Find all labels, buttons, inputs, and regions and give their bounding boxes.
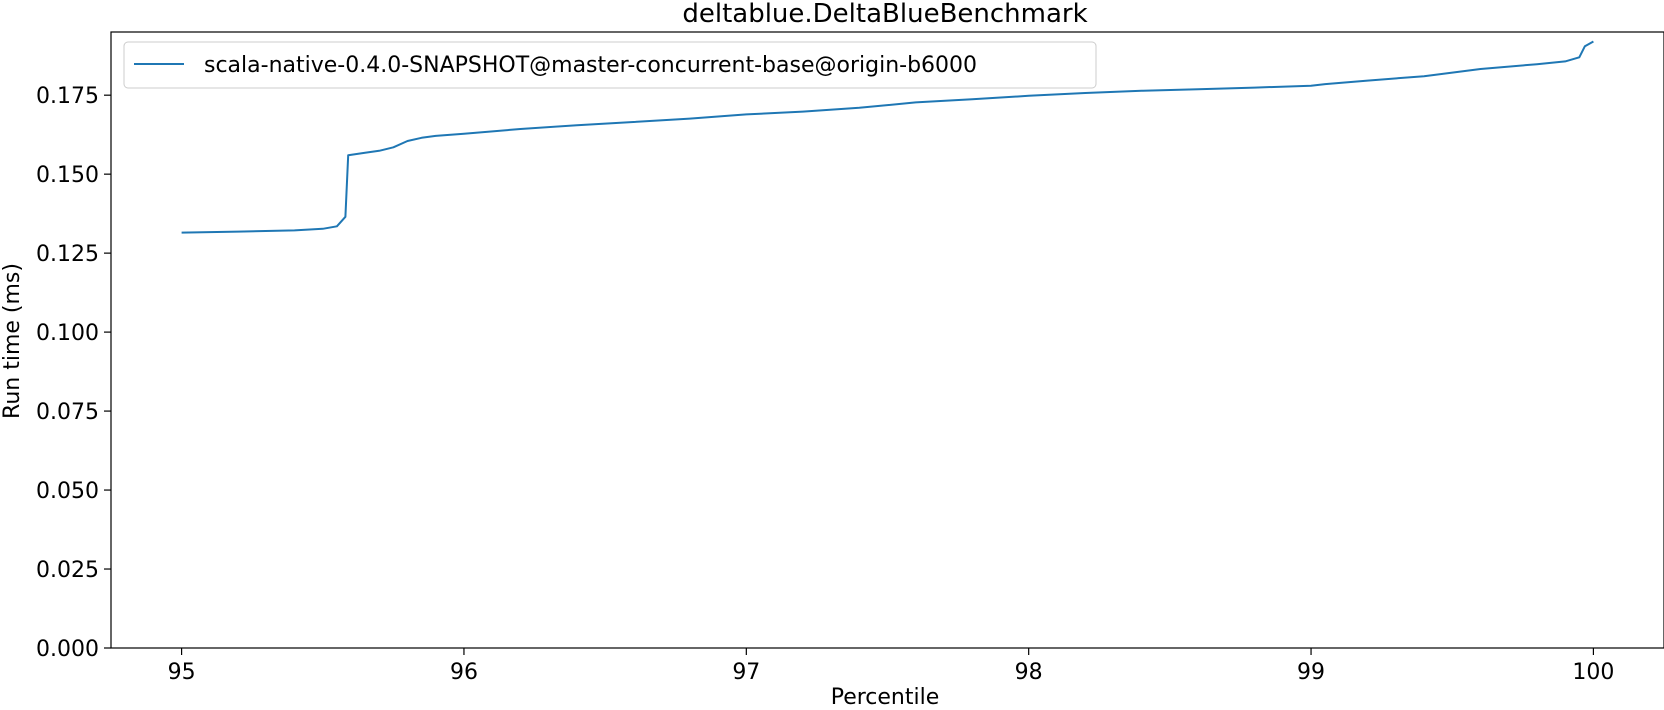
x-tick-label: 95 — [168, 660, 196, 685]
x-tick-label: 98 — [1015, 660, 1043, 685]
y-tick-label: 0.000 — [36, 637, 99, 662]
legend: scala-native-0.4.0-SNAPSHOT@master-concu… — [123, 41, 1097, 89]
y-tick-label: 0.100 — [36, 321, 99, 346]
y-tick-label: 0.125 — [36, 242, 99, 267]
y-tick-label: 0.175 — [36, 84, 99, 109]
x-axis: 95 96 97 98 99 100 — [168, 648, 1614, 685]
legend-entry-label: scala-native-0.4.0-SNAPSHOT@master-concu… — [204, 53, 977, 78]
x-tick-label: 96 — [450, 660, 478, 685]
y-tick-label: 0.050 — [36, 479, 99, 504]
y-tick-label: 0.075 — [36, 400, 99, 425]
series-layer — [181, 40, 1594, 234]
plot-frame — [110, 31, 1664, 649]
legend-box — [123, 41, 1097, 89]
y-axis: 0.000 0.025 0.050 0.075 0.100 0.125 0.150 0.175 — [36, 84, 111, 662]
x-tick-label: 100 — [1572, 660, 1614, 685]
x-tick-label: 99 — [1297, 660, 1325, 685]
chart-title: deltablue.DeltaBlueBenchmark — [682, 0, 1087, 29]
plot-area — [110, 31, 1664, 649]
y-tick-label: 0.150 — [36, 163, 99, 188]
series-line-0 — [181, 40, 1594, 234]
y-axis-label: Run time (ms) — [0, 263, 25, 419]
y-tick-label: 0.025 — [36, 558, 99, 583]
x-axis-label: Percentile — [831, 685, 940, 710]
x-tick-label: 97 — [732, 660, 760, 685]
